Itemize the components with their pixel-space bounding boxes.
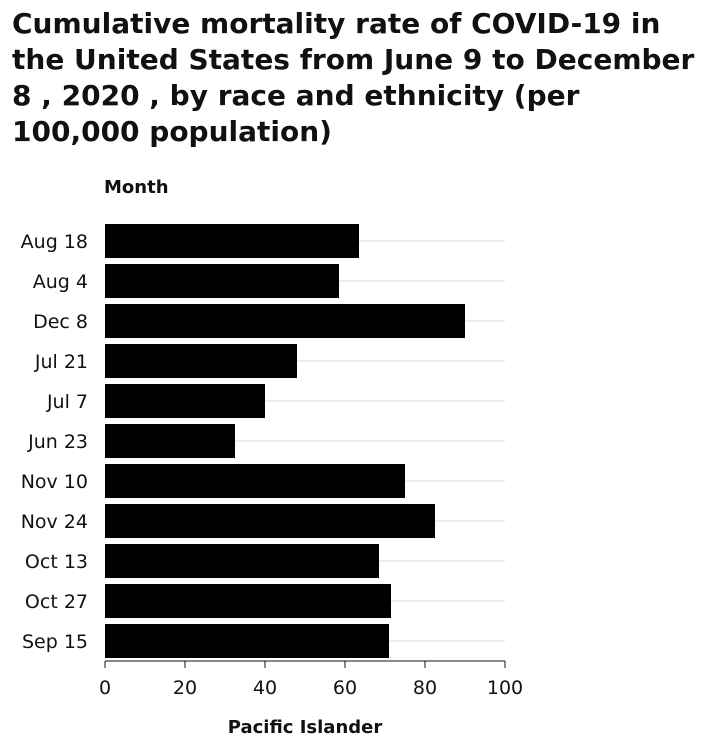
category-label: Oct 27 xyxy=(25,591,88,613)
x-tick-label: 60 xyxy=(333,677,357,699)
category-label: Dec 8 xyxy=(33,311,88,333)
category-label: Nov 24 xyxy=(21,511,88,533)
bar-jul-7 xyxy=(105,384,265,418)
chart-title: Cumulative mortality rate of COVID-19 in… xyxy=(12,7,695,148)
bar-dec-8 xyxy=(105,304,465,338)
category-label: Sep 15 xyxy=(22,631,88,653)
bars xyxy=(105,224,465,658)
bar-oct-13 xyxy=(105,544,379,578)
bar-jul-21 xyxy=(105,344,297,378)
bar-oct-27 xyxy=(105,584,391,618)
category-label: Jul 7 xyxy=(46,391,88,413)
bar-aug-4 xyxy=(105,264,339,298)
category-label: Aug 18 xyxy=(21,231,88,253)
x-tick-label: 20 xyxy=(173,677,197,699)
category-label: Nov 10 xyxy=(21,471,88,493)
x-axis: 0 20 40 60 80 100 xyxy=(99,660,523,699)
bar-sep-15 xyxy=(105,624,389,658)
x-axis-title: Pacific Islander xyxy=(228,717,383,738)
x-tick-label: 40 xyxy=(253,677,277,699)
bar-jun-23 xyxy=(105,424,235,458)
y-axis-title: Month xyxy=(104,177,169,198)
bar-nov-24 xyxy=(105,504,435,538)
category-labels: Aug 18 Aug 4 Dec 8 Jul 21 Jul 7 Jun 23 Nov 10 N… xyxy=(21,231,88,653)
bar-aug-18 xyxy=(105,224,359,258)
x-tick-label: 100 xyxy=(487,677,523,699)
category-label: Jul 21 xyxy=(34,351,88,373)
category-label: Jun 23 xyxy=(27,431,88,453)
x-tick-label: 0 xyxy=(99,677,111,699)
x-tick-label: 80 xyxy=(413,677,437,699)
category-label: Oct 13 xyxy=(25,551,88,573)
bar-nov-10 xyxy=(105,464,405,498)
category-label: Aug 4 xyxy=(33,271,88,293)
